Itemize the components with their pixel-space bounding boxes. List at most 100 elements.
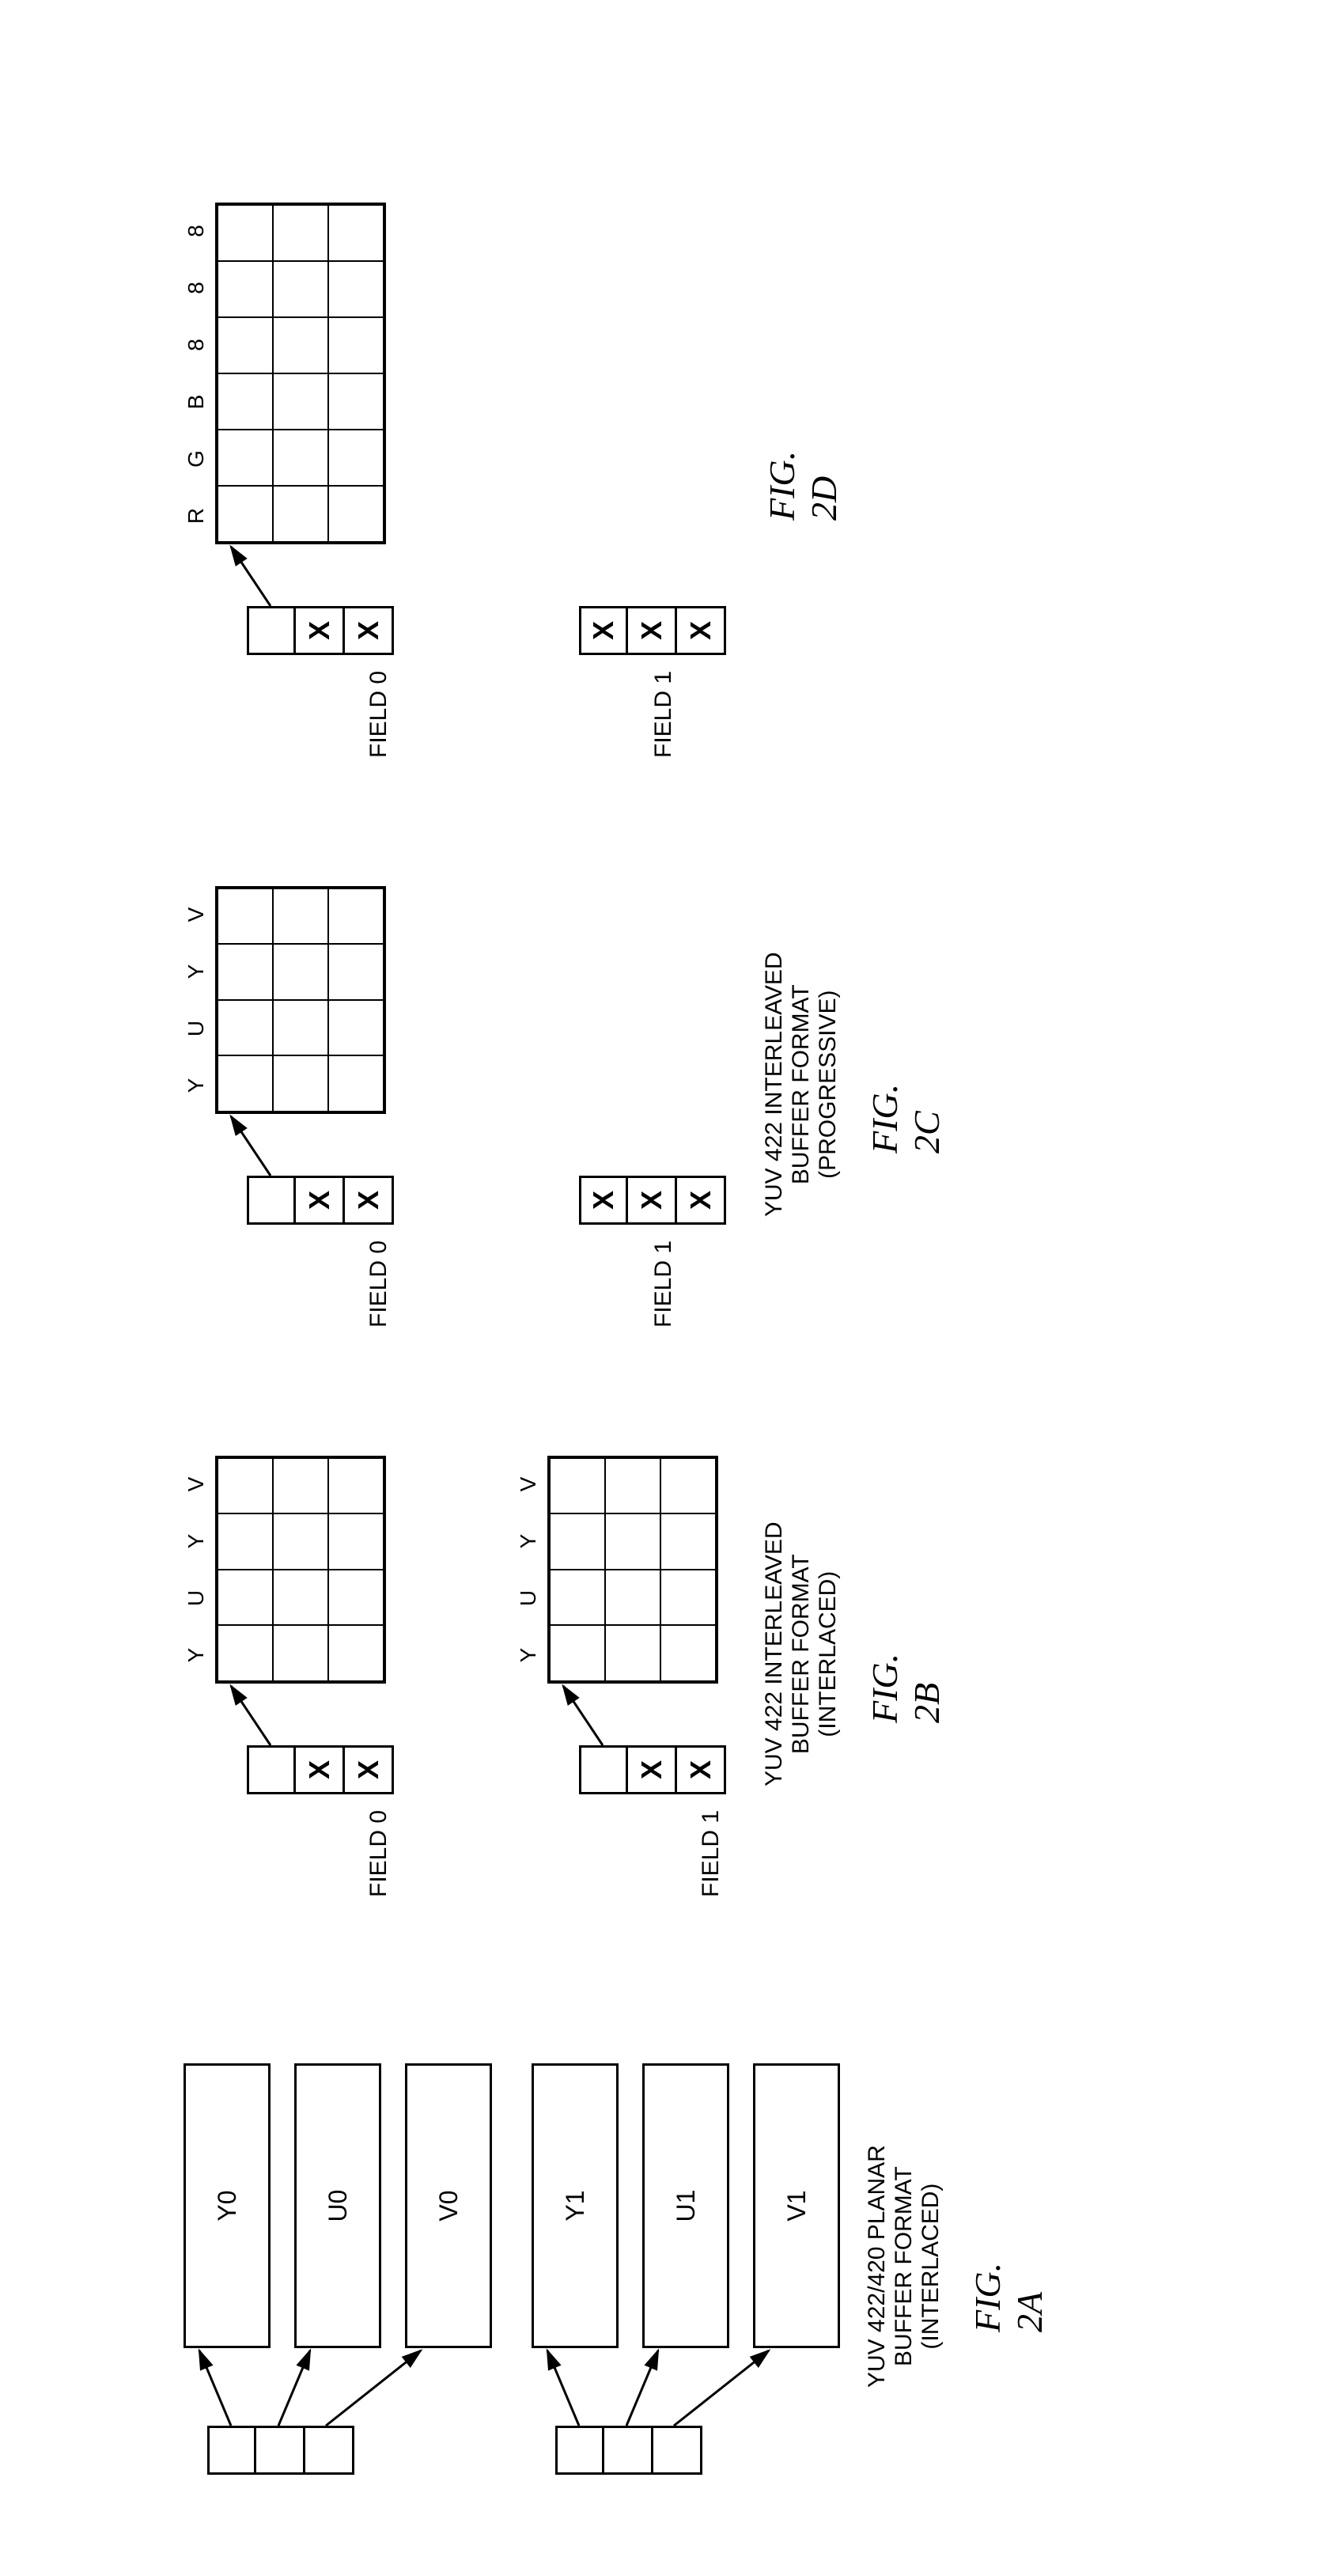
fig2b-pointer-block-0: X X	[247, 1745, 394, 1794]
col: Y	[516, 1513, 541, 1570]
grid-cell	[273, 1056, 328, 1112]
col: 8	[184, 259, 209, 316]
pointer-cell	[305, 2426, 354, 2475]
col: Y	[184, 1057, 209, 1114]
grid-cell	[273, 1570, 328, 1626]
caption-line: (INTERLACED)	[815, 1521, 842, 1786]
col: U	[184, 1570, 209, 1627]
grid-cell	[328, 1570, 384, 1626]
col: U	[516, 1570, 541, 1627]
grid-cell	[218, 373, 273, 430]
caption-line: YUV 422 INTERLEAVED	[761, 1521, 788, 1786]
grid-cell	[328, 373, 384, 430]
buffer-u1: U1	[642, 2063, 729, 2348]
grid-cell	[218, 1458, 273, 1514]
pointer-cell: X	[296, 1176, 345, 1225]
col: B	[184, 373, 209, 430]
caption-line: (PROGRESSIVE)	[815, 952, 842, 1217]
pointer-cell	[247, 606, 296, 655]
grid-cell	[273, 430, 328, 486]
fig2d-col-header: R G B 8 8 8	[184, 203, 209, 544]
fig2c-pointer-block-0: X X	[247, 1176, 394, 1225]
pointer-cell	[256, 2426, 305, 2475]
grid-cell	[328, 1458, 384, 1514]
pointer-cell	[207, 2426, 256, 2475]
grid-cell	[328, 430, 384, 486]
pointer-cell: X	[628, 1176, 677, 1225]
grid-cell	[328, 1000, 384, 1056]
pointer-cell	[247, 1176, 296, 1225]
col: Y	[184, 1627, 209, 1684]
arrow	[247, 1682, 294, 1745]
buffer-u0: U0	[294, 2063, 381, 2348]
field0-label: FIELD 0	[365, 671, 392, 758]
pointer-cell: X	[579, 606, 628, 655]
grid-cell	[273, 486, 328, 542]
grid-cell	[328, 317, 384, 373]
caption-line: YUV 422/420 PLANAR	[864, 2145, 891, 2388]
pointer-cell: X	[296, 606, 345, 655]
grid-cell	[660, 1514, 716, 1570]
fig2d-pointer-block-1: X X X	[579, 606, 726, 655]
grid-cell	[273, 1514, 328, 1570]
grid-cell	[273, 317, 328, 373]
grid-cell	[605, 1570, 660, 1626]
pointer-cell	[247, 1745, 296, 1794]
col: V	[184, 886, 209, 943]
fig2c-label: FIG. 2C	[864, 1084, 948, 1154]
pointer-cell: X	[628, 606, 677, 655]
pointer-cell: X	[579, 1176, 628, 1225]
grid-cell	[328, 1056, 384, 1112]
grid-cell	[605, 1514, 660, 1570]
grid-cell	[550, 1626, 605, 1682]
grid-cell	[550, 1458, 605, 1514]
caption-line: BUFFER FORMAT	[788, 952, 815, 1217]
pointer-cell	[653, 2426, 702, 2475]
col: Y	[184, 1513, 209, 1570]
grid-cell	[218, 205, 273, 261]
arrow	[207, 2347, 365, 2426]
grid-cell	[218, 945, 273, 1001]
grid-cell	[328, 486, 384, 542]
fig2a-pointer-block-0	[207, 2426, 354, 2475]
fig2b-col-header-0: Y U Y V	[184, 1456, 209, 1684]
fig2c-col-header: Y U Y V	[184, 886, 209, 1114]
fig2b-grid-1	[547, 1456, 718, 1684]
grid-cell	[218, 1626, 273, 1682]
caption-line: (INTERLACED)	[918, 2145, 944, 2388]
grid-cell	[218, 888, 273, 945]
pointer-cell: X	[345, 1745, 394, 1794]
pointer-cell: X	[677, 1745, 726, 1794]
fig2b-pointer-block-1: X X	[579, 1745, 726, 1794]
fig2b-label: FIG. 2B	[864, 1654, 948, 1723]
grid-cell	[218, 1514, 273, 1570]
grid-cell	[218, 1056, 273, 1112]
pointer-cell: X	[296, 1745, 345, 1794]
grid-cell	[273, 261, 328, 317]
grid-cell	[218, 261, 273, 317]
col: Y	[184, 943, 209, 1000]
col: 8	[184, 316, 209, 373]
grid-cell	[328, 261, 384, 317]
grid-cell	[273, 1626, 328, 1682]
caption-line: YUV 422 INTERLEAVED	[761, 952, 788, 1217]
grid-cell	[273, 888, 328, 945]
buffer-v0: V0	[405, 2063, 492, 2348]
grid-cell	[273, 945, 328, 1001]
buffer-v1: V1	[753, 2063, 840, 2348]
pointer-cell	[579, 1745, 628, 1794]
field1-label: FIELD 1	[650, 1241, 677, 1328]
grid-cell	[218, 430, 273, 486]
arrow	[247, 1112, 294, 1176]
arrow	[247, 543, 294, 606]
grid-cell	[273, 373, 328, 430]
grid-cell	[218, 317, 273, 373]
fig2d-pointer-block-0: X X	[247, 606, 394, 655]
grid-cell	[328, 205, 384, 261]
grid-cell	[605, 1458, 660, 1514]
pointer-cell	[604, 2426, 653, 2475]
grid-cell	[328, 888, 384, 945]
fig2c-pointer-block-1: X X X	[579, 1176, 726, 1225]
pointer-cell: X	[677, 606, 726, 655]
grid-cell	[218, 1570, 273, 1626]
